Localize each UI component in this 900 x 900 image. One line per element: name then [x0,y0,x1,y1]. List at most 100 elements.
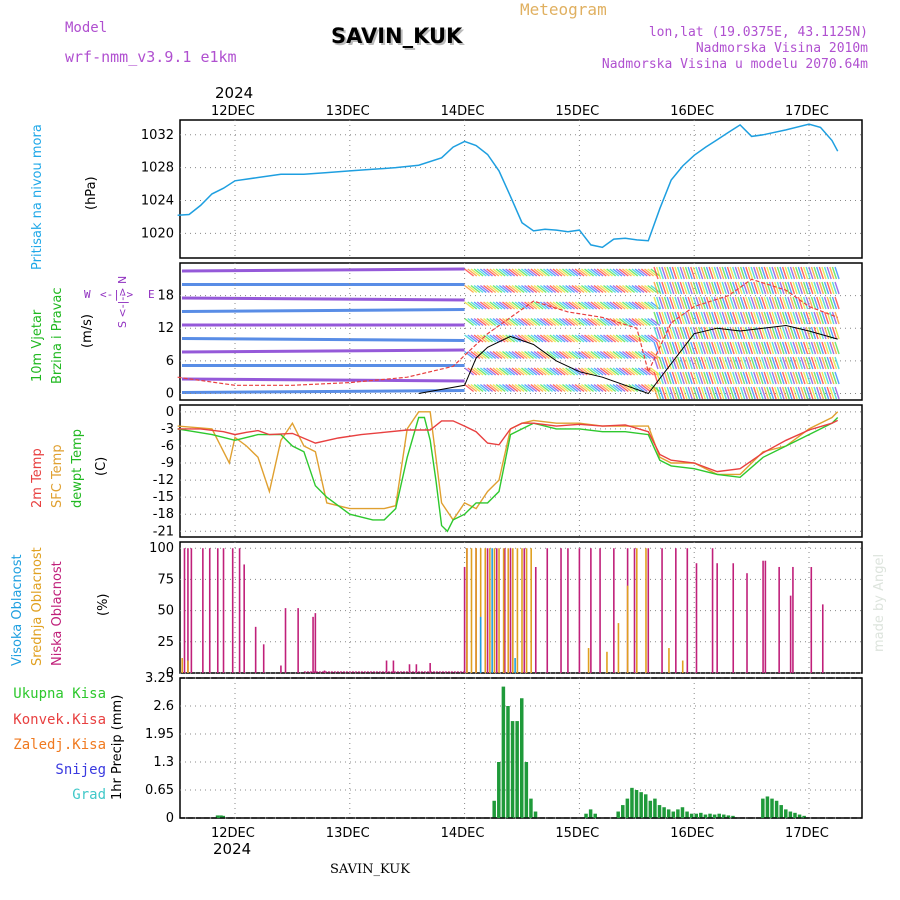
wind-barb [530,334,541,343]
wind-barb [524,284,535,294]
wind-barb [565,317,576,327]
wind-barb [596,284,607,294]
x-tick-label-top: 15DEC [555,104,599,119]
wind-barb [498,301,509,310]
wind-barb [666,266,672,280]
wind-barb [663,281,670,295]
wind-barb [734,341,741,355]
wind-barb [802,371,809,385]
wind-barb [520,317,531,327]
wind-barb [690,311,696,325]
wind-barb [784,341,790,355]
compass-arrows: <-|-> [100,288,134,301]
wind-barb [587,301,598,310]
wind-barb [784,371,790,385]
sfc-temp-line [177,411,839,522]
wind-barb [747,311,754,325]
precip-bar [506,706,510,818]
wind-barb [467,301,478,310]
y-tick-label: 0.65 [145,783,174,798]
wind-barb [530,268,541,277]
wind-barb [716,266,722,280]
wind-barb [671,356,678,370]
y-tick-label: 75 [157,572,174,587]
wind-barb [726,311,733,325]
wind-barb [821,326,827,340]
wind-barb [536,334,547,343]
wind-barb [470,350,481,360]
compass-e: E [148,288,155,301]
wind-barb [718,281,725,295]
wind-barb [787,296,793,310]
y-tick-label: 2.6 [153,699,174,714]
wind-barb [676,311,683,325]
wind-barb [823,341,830,355]
wind-barb [823,296,830,310]
wind-barb [671,341,678,355]
wind-barb [742,341,748,355]
wind-barb [618,284,629,294]
wind-barb [808,341,814,355]
wind-barb [834,386,840,400]
wind-barb [634,350,645,360]
wind-barb [533,367,544,376]
y-tick-label: 1.95 [145,727,174,742]
wind-barb [565,334,576,343]
wind-barb [555,268,566,277]
wind-barb [718,386,725,400]
wind-barb [776,386,783,400]
wind-barb [574,317,585,327]
wind-barb [753,311,759,325]
wind-barb [700,371,706,385]
wind-barb [768,296,775,310]
precip-bar [731,815,735,818]
wind-barb [697,281,704,295]
wind-barb [606,350,617,360]
wind-barb [565,367,576,376]
wind-barb [695,356,701,370]
wind-barb [609,334,620,343]
wind-barb [502,317,512,327]
wind-barb [527,301,538,310]
precip-bar [584,813,588,818]
wind-barb [464,301,475,310]
wind-barb [637,334,648,343]
footer-station: SAVIN_KUK [330,862,410,877]
wind-barb [661,356,667,370]
wind-barb [562,367,572,376]
wind-barb [823,356,830,370]
wind-barb [653,296,659,310]
y-tick-label: 1.3 [153,755,174,770]
wind-barb [787,356,793,370]
wind-barb [470,383,481,393]
wind-barb [653,311,659,325]
wind-barb [834,341,840,355]
wind-barb [539,268,550,277]
wind-barb [527,317,538,327]
wind-barb [634,301,645,310]
wind-barb [476,350,487,360]
wind-barb [552,317,563,327]
precip-bar [765,796,770,818]
wind-barb [615,367,626,376]
wind-barb [555,317,566,327]
wind-barb [724,341,730,355]
wind-barb [671,311,678,325]
panel-3: 0 25 50 75 100 [149,541,863,681]
wind-barb [768,341,775,355]
wind-barb [568,334,579,343]
wind-barb [520,268,531,277]
wind-barb [495,301,506,310]
wind-barb [622,367,632,376]
wind-barb [655,311,662,325]
wind-barb [768,326,775,340]
wind-barb [661,266,667,280]
wind-barb [834,281,840,295]
wind-barb [787,341,793,355]
wind-barb [655,386,662,400]
wind-barb [552,367,563,376]
wind-barb [818,266,824,280]
wind-barb [734,356,741,370]
precip-bar [761,798,765,818]
wind-barb [789,371,796,385]
